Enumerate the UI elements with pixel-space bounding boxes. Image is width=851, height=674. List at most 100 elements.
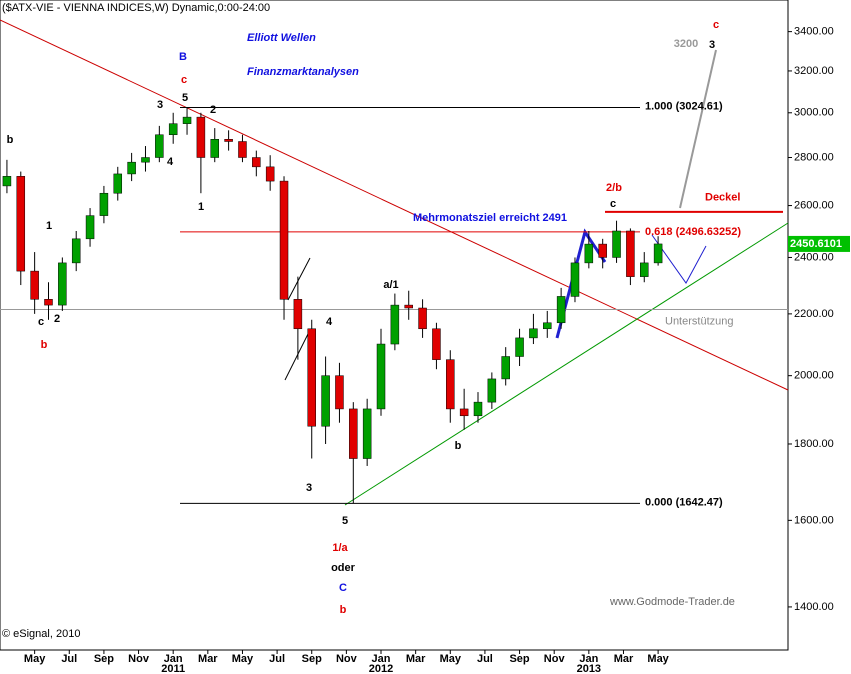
candle-body	[321, 375, 330, 427]
level-label: 0.618 (2496.63252)	[645, 226, 741, 238]
candle-body	[307, 328, 316, 427]
candle-body	[196, 116, 206, 158]
y-tick-label: 3400.00	[794, 26, 834, 38]
annotation: 3	[157, 99, 163, 111]
annotation: 5	[182, 92, 188, 104]
last-price-box	[788, 235, 850, 252]
x-tick-label: Sep	[302, 653, 322, 665]
x-tick-label: Mar	[198, 653, 218, 665]
x-tick-label: Nov	[544, 653, 566, 665]
y-tick-label: 3000.00	[794, 107, 834, 119]
candle-body	[584, 243, 594, 264]
candle-body	[30, 270, 39, 300]
candle-body	[238, 141, 247, 158]
candle-body	[653, 243, 663, 264]
candle-body	[515, 337, 524, 357]
annotation: 2	[54, 313, 60, 325]
annotation: 4	[167, 156, 174, 168]
annotation: 3	[709, 39, 715, 51]
y-tick-label: 2400.00	[794, 251, 834, 263]
candle-body	[224, 139, 233, 142]
candle-body	[44, 299, 53, 306]
candle-body	[127, 161, 136, 175]
headline: Finanzmarktanalysen	[247, 66, 359, 78]
annotation: b	[41, 339, 48, 351]
candle-body	[113, 173, 123, 194]
candle-body	[376, 343, 386, 410]
level-label: Unterstützung	[665, 315, 733, 327]
x-tick-label: Jul	[61, 653, 77, 665]
candle-body	[501, 356, 510, 380]
annotation: b	[7, 134, 14, 146]
candle-body	[252, 157, 261, 168]
x-year-label: 2012	[369, 663, 393, 674]
trend-line	[0, 19, 789, 391]
annotation: 4	[326, 316, 333, 328]
candle-body	[155, 134, 164, 158]
candle-body	[487, 378, 497, 403]
wave-line	[287, 257, 311, 301]
candle-body	[335, 375, 344, 410]
candle-body	[85, 215, 95, 240]
candle-body	[432, 328, 441, 360]
candle-body	[570, 262, 580, 297]
x-tick-label: Nov	[336, 653, 358, 665]
annotation: 2	[210, 104, 216, 116]
annotation: B	[179, 51, 187, 63]
candle-body	[390, 304, 400, 345]
annotation: a/1	[383, 279, 398, 291]
y-tick-label: 2600.00	[794, 199, 834, 211]
x-tick-label: May	[647, 653, 669, 665]
level-label: 0.000 (1642.47)	[645, 496, 723, 508]
x-tick-label: Jan	[372, 653, 391, 665]
wave-projection	[651, 234, 707, 284]
x-tick-label: May	[232, 653, 254, 665]
level-label: 1.000 (3024.61)	[645, 100, 723, 112]
x-year-label: 2013	[577, 663, 601, 674]
x-tick-label: Mar	[614, 653, 634, 665]
candle-body	[626, 230, 635, 277]
annotation: b	[455, 440, 462, 452]
annotation: c	[713, 19, 719, 31]
headline: Elliott Wellen	[247, 32, 316, 44]
x-tick-label: Sep	[509, 653, 529, 665]
annotation: C	[339, 582, 347, 594]
candle-body	[556, 296, 566, 324]
annotation: 2/b	[606, 182, 622, 194]
candle-body	[265, 166, 275, 182]
y-tick-label: 1600.00	[794, 514, 834, 526]
candle-body	[473, 401, 483, 417]
y-tick-label: 2200.00	[794, 308, 834, 320]
x-year-label: 2011	[161, 663, 185, 674]
candle-body	[168, 123, 178, 136]
last-price-label: 2450.6101	[790, 238, 842, 250]
candle-body	[58, 262, 67, 306]
y-tick-label: 3200.00	[794, 65, 834, 77]
chart-title: ($ATX-VIE - VIENNA INDICES,W) Dynamic,0:…	[2, 2, 270, 14]
candle-body	[404, 304, 413, 309]
candle-body	[279, 180, 289, 300]
y-tick-label: 1800.00	[794, 438, 834, 450]
x-tick-label: Jan	[579, 653, 598, 665]
x-tick-label: May	[440, 653, 462, 665]
annotation: b	[340, 604, 347, 616]
candle-body	[418, 307, 427, 330]
annotation: 1	[46, 220, 52, 232]
annotation: 5	[342, 515, 348, 527]
candle-body	[16, 176, 26, 272]
candle-body	[529, 328, 538, 339]
candle-body	[293, 299, 303, 330]
candle-body	[2, 176, 12, 187]
candle-body	[99, 192, 109, 216]
annotation: c	[181, 74, 187, 86]
y-tick-label: 2800.00	[794, 151, 834, 163]
x-tick-label: Jan	[164, 653, 183, 665]
x-tick-label: Sep	[94, 653, 114, 665]
annotation: 1	[198, 201, 204, 213]
y-tick-label: 2000.00	[794, 370, 834, 382]
annotation: oder	[331, 562, 356, 574]
candle-body	[210, 139, 220, 158]
candle-body	[446, 359, 455, 410]
